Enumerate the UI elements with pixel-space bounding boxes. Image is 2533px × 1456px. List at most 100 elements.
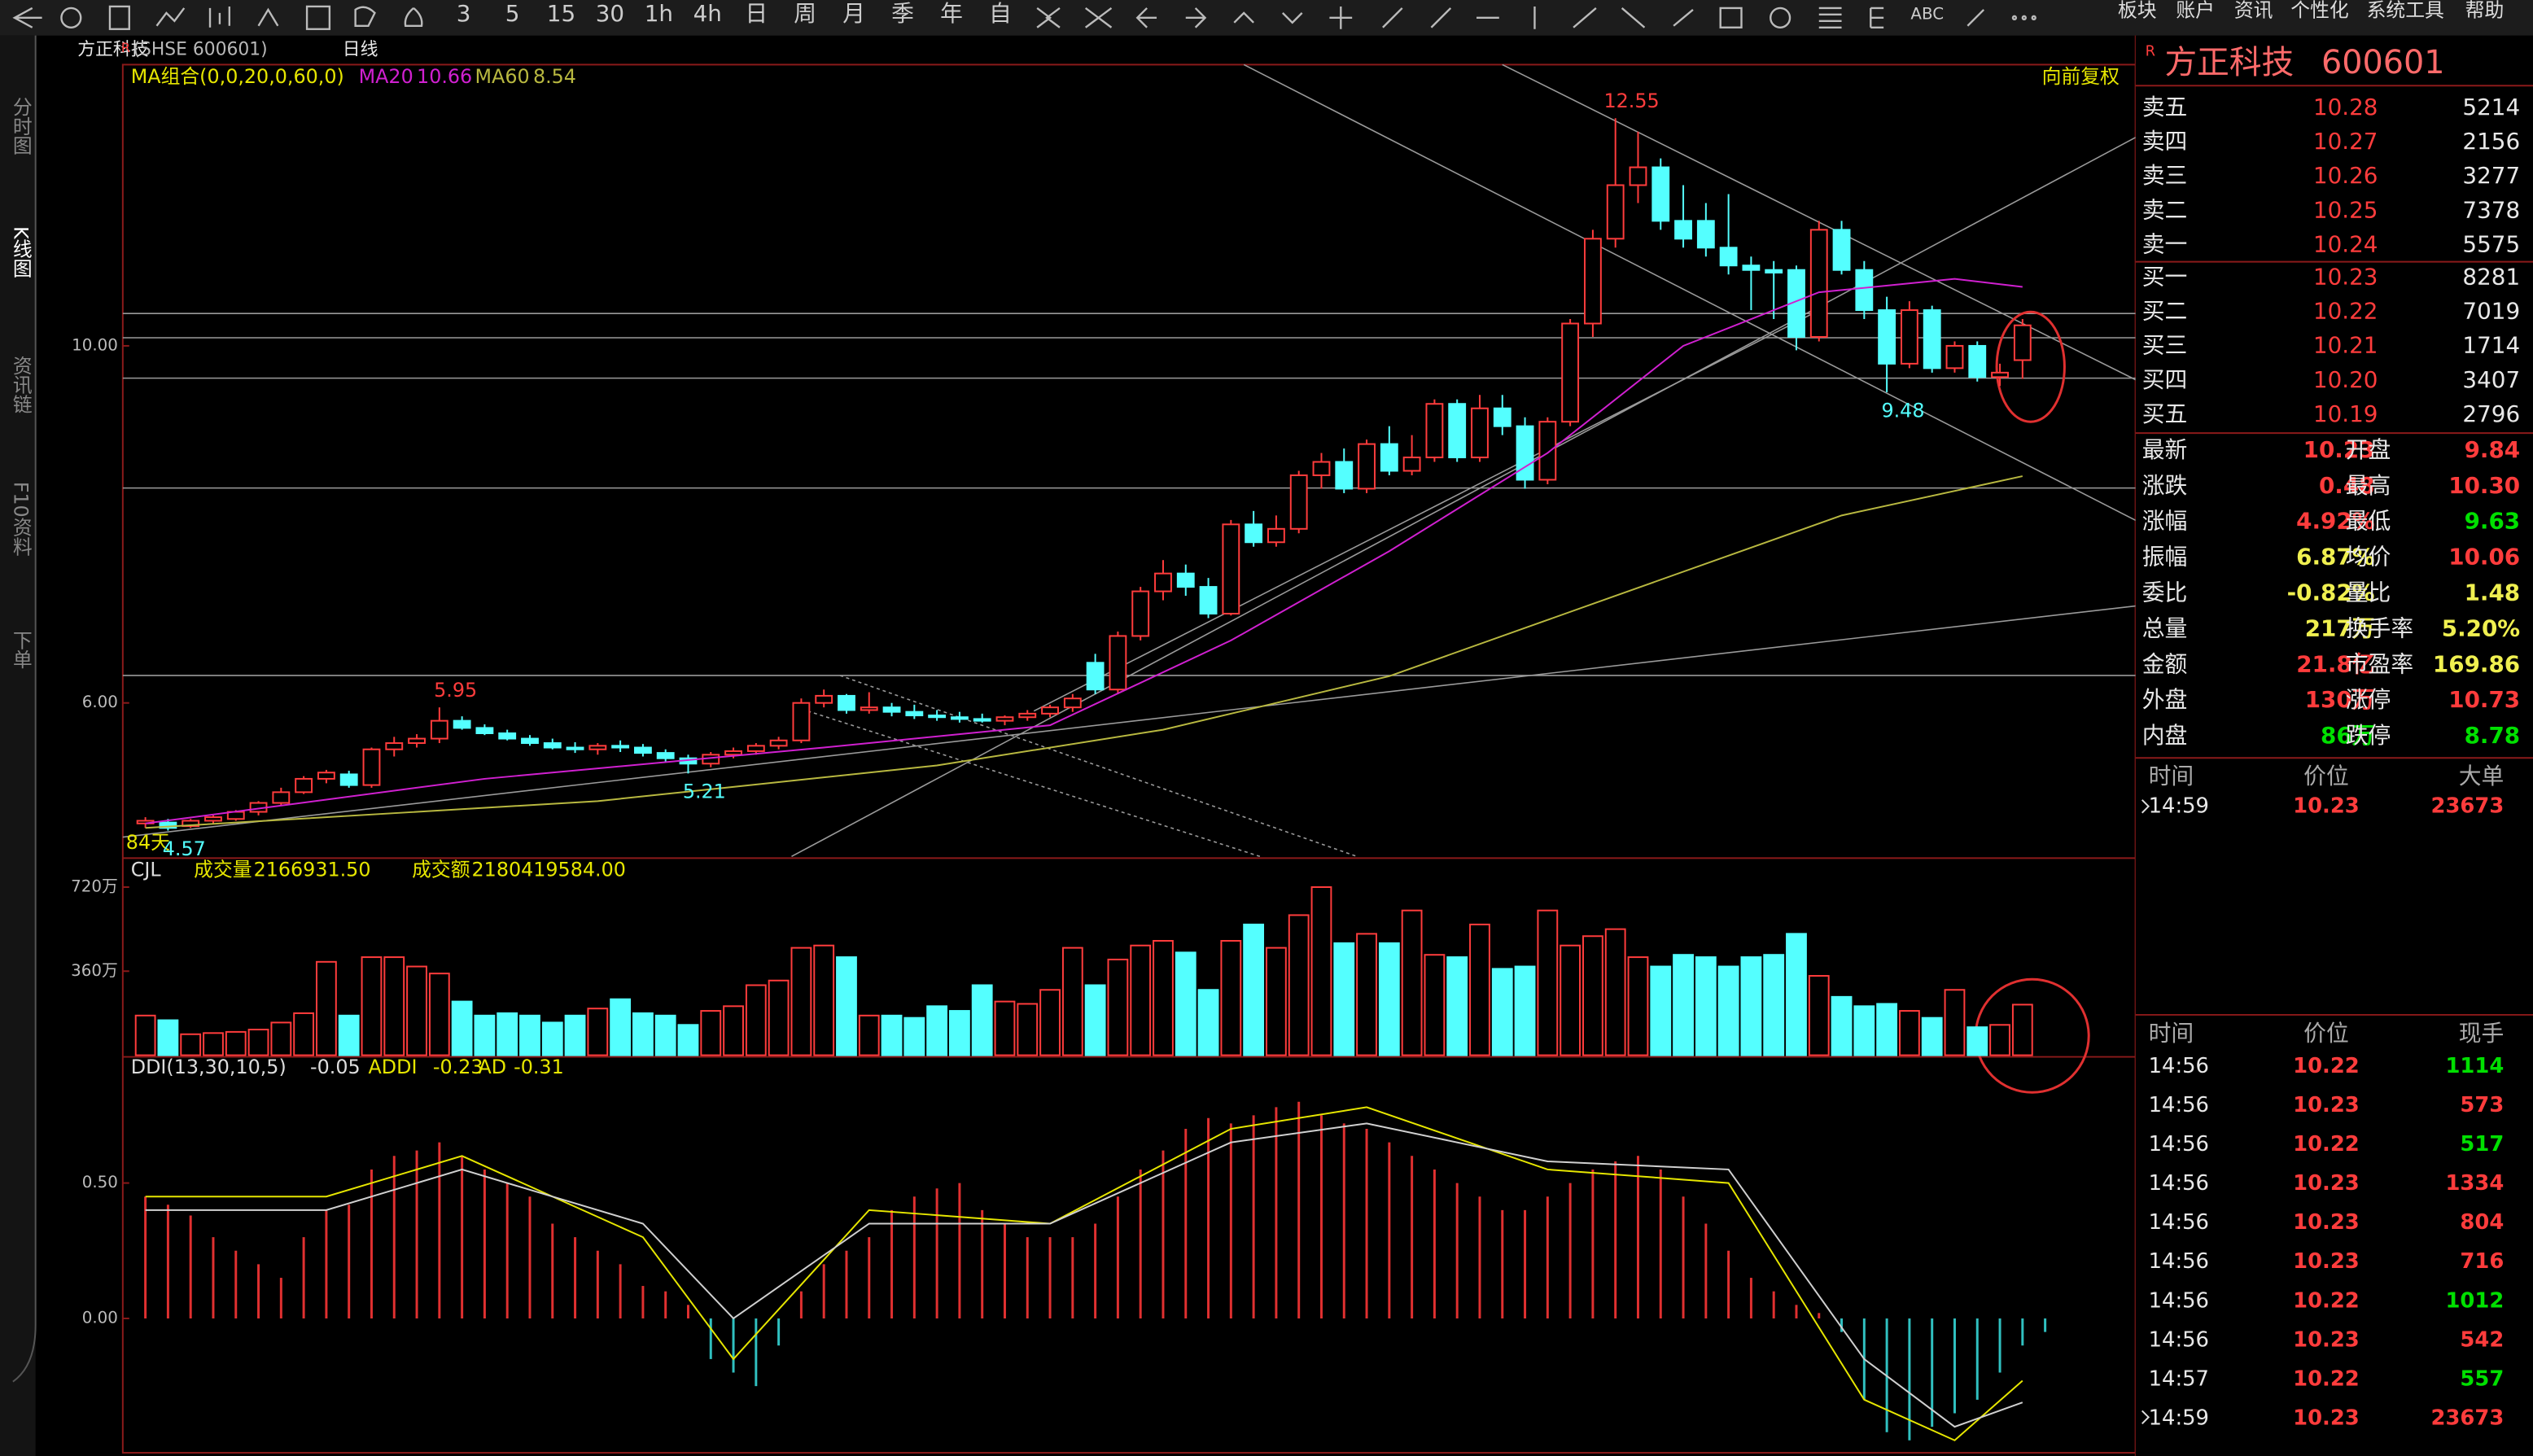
toolbar-tool[interactable]: 1h [645, 0, 673, 27]
edit-icon[interactable] [305, 5, 331, 30]
stat-value: 0.48 [2319, 472, 2375, 499]
toolbar-tool[interactable]: 30 [596, 0, 624, 27]
candle-body [1923, 309, 1941, 369]
volume-bar [157, 1019, 179, 1056]
refresh-icon[interactable] [60, 7, 82, 28]
toolbar-tool[interactable]: 周 [794, 0, 816, 27]
stat-value: 8.78 [2465, 722, 2521, 749]
book-volume: 1714 [2462, 332, 2520, 359]
trade-price: 10.23 [2293, 1171, 2360, 1196]
menu-item[interactable]: 资讯 [2234, 0, 2273, 21]
y-tick-label: 360万 [71, 961, 118, 980]
table-header: 时间 [2149, 763, 2194, 789]
toolbar-tool[interactable]: 季 [891, 0, 914, 27]
volume-bar [858, 1014, 880, 1056]
e-icon[interactable] [1870, 7, 1884, 28]
left-icon[interactable] [1135, 7, 1157, 28]
cloud-icon[interactable] [354, 6, 376, 27]
candle-icon[interactable] [208, 6, 231, 28]
candle-body [1651, 166, 1670, 222]
volume-bar [1695, 956, 1717, 1056]
menu-item[interactable]: 账户 [2176, 0, 2215, 21]
book-label: 卖一 [2142, 230, 2188, 257]
trade-price: 10.23 [2293, 1093, 2360, 1117]
extreme-label: 5.95 [434, 679, 477, 702]
shrink-icon[interactable] [1084, 7, 1113, 28]
toolbar-tool[interactable]: 4h [693, 0, 722, 27]
back-icon[interactable] [12, 7, 42, 28]
candle-body [995, 716, 1014, 722]
candle-body [1674, 220, 1692, 240]
circle-icon[interactable] [1770, 7, 1791, 28]
candle-body [362, 748, 381, 786]
rect-icon[interactable] [1719, 7, 1743, 28]
legend-name: ADDI [369, 1056, 418, 1078]
volume-bar [632, 1012, 654, 1056]
toolbar-tool[interactable]: 15 [547, 0, 575, 27]
sidebar-tab[interactable]: 资讯链 [9, 356, 32, 414]
volume-bar [1537, 909, 1559, 1056]
menu-item[interactable]: 系统工具 [2367, 0, 2444, 21]
volume-bar [1831, 995, 1853, 1056]
candle-body [882, 706, 901, 713]
volume-bar [677, 1024, 699, 1056]
volume-bar [881, 1014, 903, 1056]
volume-bar [745, 984, 767, 1056]
menu-item[interactable]: 个性化 [2290, 0, 2348, 21]
candle-body [1742, 265, 1761, 271]
stat-label: 最低 [2346, 508, 2391, 535]
sidebar-tab[interactable]: 下单 [9, 630, 32, 669]
bell-icon[interactable] [404, 7, 423, 27]
right-icon[interactable] [1185, 7, 1207, 28]
volume-bar [1175, 951, 1197, 1056]
eraser-icon[interactable] [1966, 9, 1985, 27]
indicator-line [145, 1106, 2023, 1441]
sidebar-tab[interactable]: K线图 [9, 226, 32, 278]
line-icon[interactable] [155, 7, 186, 27]
volume-bar [1717, 965, 1739, 1056]
menu-item[interactable]: 帮助 [2465, 0, 2505, 21]
volume-bar [1740, 956, 1762, 1056]
candle-body [339, 773, 358, 786]
sidebar-tab[interactable]: F10资料 [9, 482, 32, 557]
volume-bar [1017, 1003, 1039, 1056]
trade-volume: 716 [2460, 1249, 2504, 1274]
sidebar-tab[interactable]: 分时图 [9, 97, 32, 155]
down-icon[interactable] [1282, 12, 1303, 24]
stat-label: 外盘 [2142, 686, 2188, 713]
toolbar-tool[interactable]: 自 [989, 0, 1012, 27]
zoom-icon[interactable] [1036, 7, 1061, 28]
stat-label: 市盈率 [2346, 650, 2413, 677]
trade-volume: 1012 [2445, 1288, 2504, 1313]
more-dot[interactable] [2031, 15, 2036, 21]
volume-bar [497, 1012, 518, 1056]
trade-time: 14:56 [2149, 1093, 2209, 1117]
cross-icon[interactable] [1329, 6, 1353, 29]
toolbar-tool[interactable]: 3 [457, 0, 471, 27]
volume-bar [1243, 923, 1265, 1056]
toolbar-tool[interactable]: ABC [1910, 4, 1944, 23]
lines-icon[interactable] [1818, 7, 1842, 28]
more-dot[interactable] [2021, 15, 2027, 21]
candle-body [1086, 662, 1105, 691]
candle-body [838, 694, 855, 711]
toolbar-tool[interactable]: 月 [842, 0, 865, 27]
trade-time: 14:59 [2149, 1406, 2209, 1430]
trade-price: 10.22 [2293, 1132, 2360, 1156]
readout-label: 成交额 [412, 859, 470, 881]
chart-icon[interactable] [257, 7, 279, 27]
toolbar-tool[interactable]: 年 [940, 0, 963, 27]
list-icon[interactable] [108, 5, 130, 30]
menu-item[interactable]: 板块 [2118, 0, 2157, 21]
stat-value: -0.82% [2287, 579, 2375, 606]
toolbar-tool[interactable]: 日 [745, 0, 768, 27]
candle-body [204, 816, 222, 822]
table-header: 现手 [2459, 1020, 2505, 1047]
more-dot[interactable] [2011, 15, 2018, 21]
toolbar-tool[interactable]: 5 [505, 0, 520, 27]
draw-icons[interactable] [1382, 6, 1694, 29]
up-icon[interactable] [1233, 11, 1254, 24]
